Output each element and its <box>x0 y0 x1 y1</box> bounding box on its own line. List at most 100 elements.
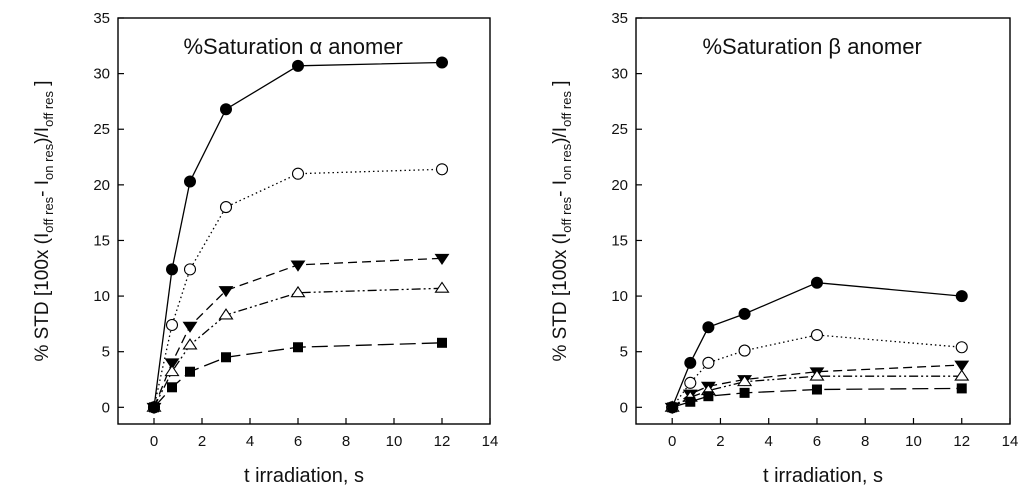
plot-frame <box>117 17 491 425</box>
chart-title: %Saturation β anomer <box>702 34 921 59</box>
y-axis-label-subscript: off res <box>41 91 56 127</box>
x-axis-label: t irradiation, s <box>763 465 883 487</box>
y-axis-label-part: ] <box>550 80 571 91</box>
y-tick-label: 10 <box>611 288 628 305</box>
data-point-filled-square <box>185 366 195 377</box>
y-axis-label-subscript: off res <box>559 91 574 127</box>
data-point-filled-triangle-down <box>290 260 306 272</box>
x-tick-label: 10 <box>386 433 403 450</box>
x-tick-label: 6 <box>813 433 821 450</box>
x-tick-label: 14 <box>1002 433 1019 450</box>
y-tick-label: 15 <box>93 232 110 249</box>
y-axis-label-subscript: off res <box>559 196 574 232</box>
data-point-filled-circle <box>166 263 178 276</box>
y-axis-label-subscript: off res <box>41 196 56 232</box>
series-line-long-dash <box>153 342 443 408</box>
x-tick-label: 4 <box>246 433 254 450</box>
data-point-open-circle <box>702 356 715 369</box>
data-point-open-circle <box>183 263 197 276</box>
series-line-dashed <box>153 257 443 408</box>
data-point-filled-triangle-down <box>434 253 450 266</box>
data-point-filled-circle <box>702 321 715 334</box>
data-point-open-circle <box>165 318 179 332</box>
y-axis-label: % STD [100x (Ioff res- Ion res)/Ioff res… <box>32 80 56 361</box>
y-tick-label: 35 <box>611 10 628 27</box>
y-tick-label: 0 <box>102 399 110 416</box>
y-tick-label: 15 <box>611 232 628 249</box>
chart-panel-2: 0 2 4 6 8 10 12 14 0 5 10 15 20 25 30 35 %Saturation β a… <box>550 10 1018 487</box>
data-point-filled-square <box>703 391 714 402</box>
series-filled-triangle-down <box>146 253 450 415</box>
y-tick-label: 5 <box>102 344 110 361</box>
data-point-open-circle <box>435 163 449 176</box>
series-line-dotted <box>671 334 962 408</box>
data-point-open-circle <box>810 328 824 342</box>
x-tick-label: 12 <box>434 433 451 450</box>
y-tick-label: 10 <box>93 288 110 305</box>
data-point-open-circle <box>955 341 968 354</box>
data-point-filled-triangle-down <box>954 360 970 372</box>
data-point-open-triangle-up <box>182 338 198 350</box>
data-point-filled-circle <box>220 103 232 116</box>
data-point-filled-square <box>437 337 447 348</box>
data-point-filled-square <box>685 396 696 407</box>
series-line-solid <box>671 282 962 408</box>
x-tick-label: 0 <box>668 433 676 450</box>
data-point-filled-square <box>667 402 678 413</box>
data-point-filled-triangle-down <box>164 358 180 370</box>
data-point-filled-circle <box>684 356 697 369</box>
x-tick-label: 12 <box>953 433 970 450</box>
y-tick-label: 30 <box>611 66 628 83</box>
data-point-filled-square <box>167 382 177 393</box>
y-axis-label-part: ] <box>32 80 53 91</box>
y-axis-label-subscript: on res <box>559 143 574 180</box>
y-tick-label: 25 <box>93 121 110 138</box>
x-tick-label: 14 <box>482 433 499 450</box>
data-point-open-circle <box>219 201 233 214</box>
data-point-filled-circle <box>184 175 196 188</box>
series-filled-square <box>149 337 447 413</box>
data-point-filled-triangle-down <box>218 286 234 298</box>
x-tick-label: 6 <box>294 433 302 450</box>
data-point-filled-square <box>293 342 303 353</box>
x-axis-label: t irradiation, s <box>244 465 364 487</box>
data-point-filled-square <box>221 352 231 363</box>
series-filled-circle <box>666 276 968 414</box>
data-point-open-triangle-up <box>218 308 234 320</box>
y-tick-label: 20 <box>611 177 628 194</box>
x-tick-label: 0 <box>150 433 158 450</box>
data-point-open-triangle-up <box>290 285 306 298</box>
y-tick-label: 35 <box>93 10 110 27</box>
y-tick-label: 25 <box>611 121 628 138</box>
series-filled-square <box>667 383 967 413</box>
y-tick-label: 30 <box>93 66 110 83</box>
data-point-filled-square <box>149 402 159 413</box>
data-point-open-circle <box>291 167 305 180</box>
data-point-filled-circle <box>955 290 968 303</box>
data-point-open-triangle-up <box>809 369 825 381</box>
data-point-open-circle <box>738 344 751 357</box>
x-tick-label: 4 <box>765 433 773 450</box>
data-point-filled-square <box>739 387 750 398</box>
plot-frame <box>635 17 1011 425</box>
y-axis-label-part: - I <box>550 180 571 197</box>
series-line-solid <box>153 61 443 408</box>
data-point-filled-triangle-down <box>182 321 198 333</box>
data-point-filled-circle <box>738 307 751 320</box>
series-filled-circle <box>148 56 448 414</box>
y-tick-label: 20 <box>93 177 110 194</box>
y-tick-label: 5 <box>620 344 628 361</box>
x-tick-label: 2 <box>716 433 724 450</box>
series-line-dash-dot-dot <box>153 287 443 408</box>
y-axis-label-part: - I <box>32 180 53 197</box>
y-axis-label-part: )/I <box>32 127 53 144</box>
data-point-filled-circle <box>436 56 448 69</box>
data-point-open-triangle-up <box>434 281 450 293</box>
series-open-circle <box>666 328 968 414</box>
y-tick-label: 0 <box>620 399 628 416</box>
y-axis-label-part: % STD [100x (I <box>550 233 571 362</box>
data-point-filled-square <box>956 383 967 394</box>
x-tick-label: 8 <box>342 433 350 450</box>
